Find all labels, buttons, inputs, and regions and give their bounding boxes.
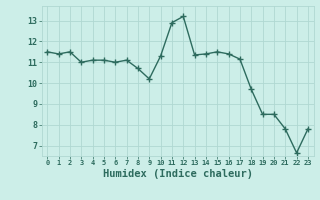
- X-axis label: Humidex (Indice chaleur): Humidex (Indice chaleur): [103, 169, 252, 179]
